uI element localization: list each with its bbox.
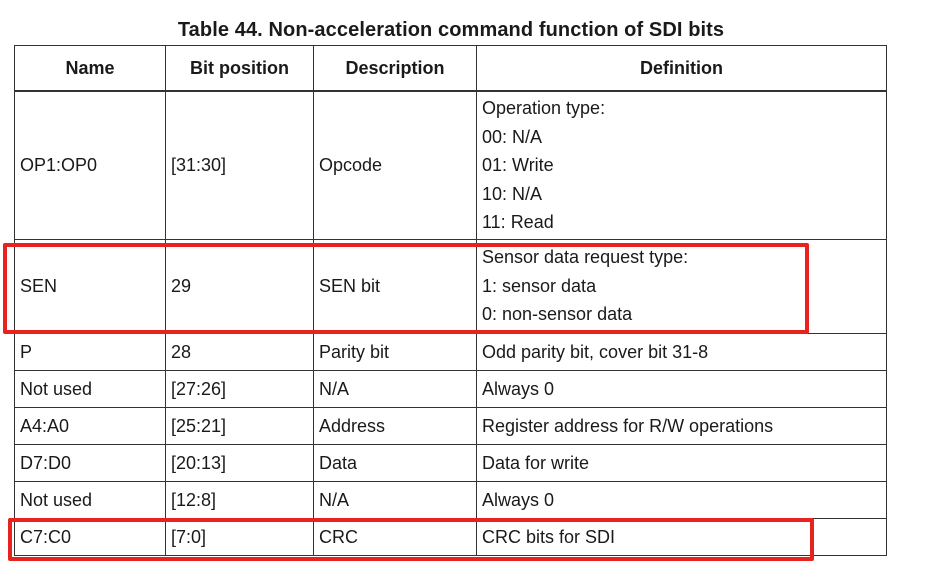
definition-line: Sensor data request type:: [482, 247, 689, 268]
table-header-row: Name Bit position Description Definition: [14, 45, 887, 92]
table-row: P 28 Parity bit Odd parity bit, cover bi…: [14, 332, 887, 371]
header-bit-position: Bit position: [165, 45, 314, 92]
cell-description: SEN bit: [313, 238, 477, 334]
cell-definition: CRC bits for SDI: [476, 517, 887, 556]
table-caption: Table 44. Non-acceleration command funct…: [177, 19, 725, 41]
cell-definition: Operation type: 00: N/A 01: Write 10: N/…: [476, 90, 887, 240]
table-row: A4:A0 [25:21] Address Register address f…: [14, 406, 887, 445]
cell-name: Not used: [14, 369, 166, 408]
cell-bit-position: [31:30]: [165, 90, 314, 240]
definition-line: 0: non-sensor data: [482, 304, 633, 325]
cell-description: Opcode: [313, 90, 477, 240]
cell-bit-position: [27:26]: [165, 369, 314, 408]
cell-name: SEN: [14, 238, 166, 334]
cell-name: P: [14, 332, 166, 371]
table-row: SEN 29 SEN bit Sensor data request type:…: [14, 238, 887, 334]
cell-name: C7:C0: [14, 517, 166, 556]
sdi-bits-table: Name Bit position Description Definition…: [14, 45, 887, 556]
header-description: Description: [313, 45, 477, 92]
cell-description: Parity bit: [313, 332, 477, 371]
definition-line: 11: Read: [482, 212, 554, 232]
cell-bit-position: [20:13]: [165, 443, 314, 482]
cell-definition: Always 0: [476, 480, 887, 519]
cell-description: N/A: [313, 369, 477, 408]
definition-line: 00: N/A: [482, 126, 543, 147]
definition-line: 1: sensor data: [482, 275, 597, 296]
cell-description: N/A: [313, 480, 477, 519]
table-row: Not used [12:8] N/A Always 0: [14, 480, 887, 519]
table-row: C7:C0 [7:0] CRC CRC bits for SDI: [14, 517, 887, 556]
cell-description: Address: [313, 406, 477, 445]
table-row: OP1:OP0 [31:30] Opcode Operation type: 0…: [14, 90, 887, 240]
highlight-box-sen-row: [3, 243, 809, 334]
cell-name: OP1:OP0: [14, 90, 166, 240]
cell-bit-position: 28: [165, 332, 314, 371]
table-row: D7:D0 [20:13] Data Data for write: [14, 443, 887, 482]
cell-name: D7:D0: [14, 443, 166, 482]
cell-definition: Data for write: [476, 443, 887, 482]
cell-name: A4:A0: [14, 406, 166, 445]
cell-definition: Sensor data request type: 1: sensor data…: [476, 238, 887, 334]
cell-bit-position: [25:21]: [165, 406, 314, 445]
cell-bit-position: [7:0]: [165, 517, 314, 556]
definition-line: 01: Write: [482, 155, 554, 175]
cell-bit-position: [12:8]: [165, 480, 314, 519]
highlight-box-crc-row: [8, 518, 814, 561]
header-definition: Definition: [476, 45, 887, 92]
table-row: Not used [27:26] N/A Always 0: [14, 369, 887, 408]
cell-definition: Register address for R/W operations: [476, 406, 887, 445]
cell-definition: Always 0: [476, 369, 887, 408]
cell-description: Data: [313, 443, 477, 482]
definition-line: Operation type:: [482, 98, 606, 118]
header-name: Name: [14, 45, 166, 92]
cell-name: Not used: [14, 480, 166, 519]
cell-definition: Odd parity bit, cover bit 31-8: [476, 332, 887, 371]
definition-line: 10: N/A: [482, 183, 543, 204]
